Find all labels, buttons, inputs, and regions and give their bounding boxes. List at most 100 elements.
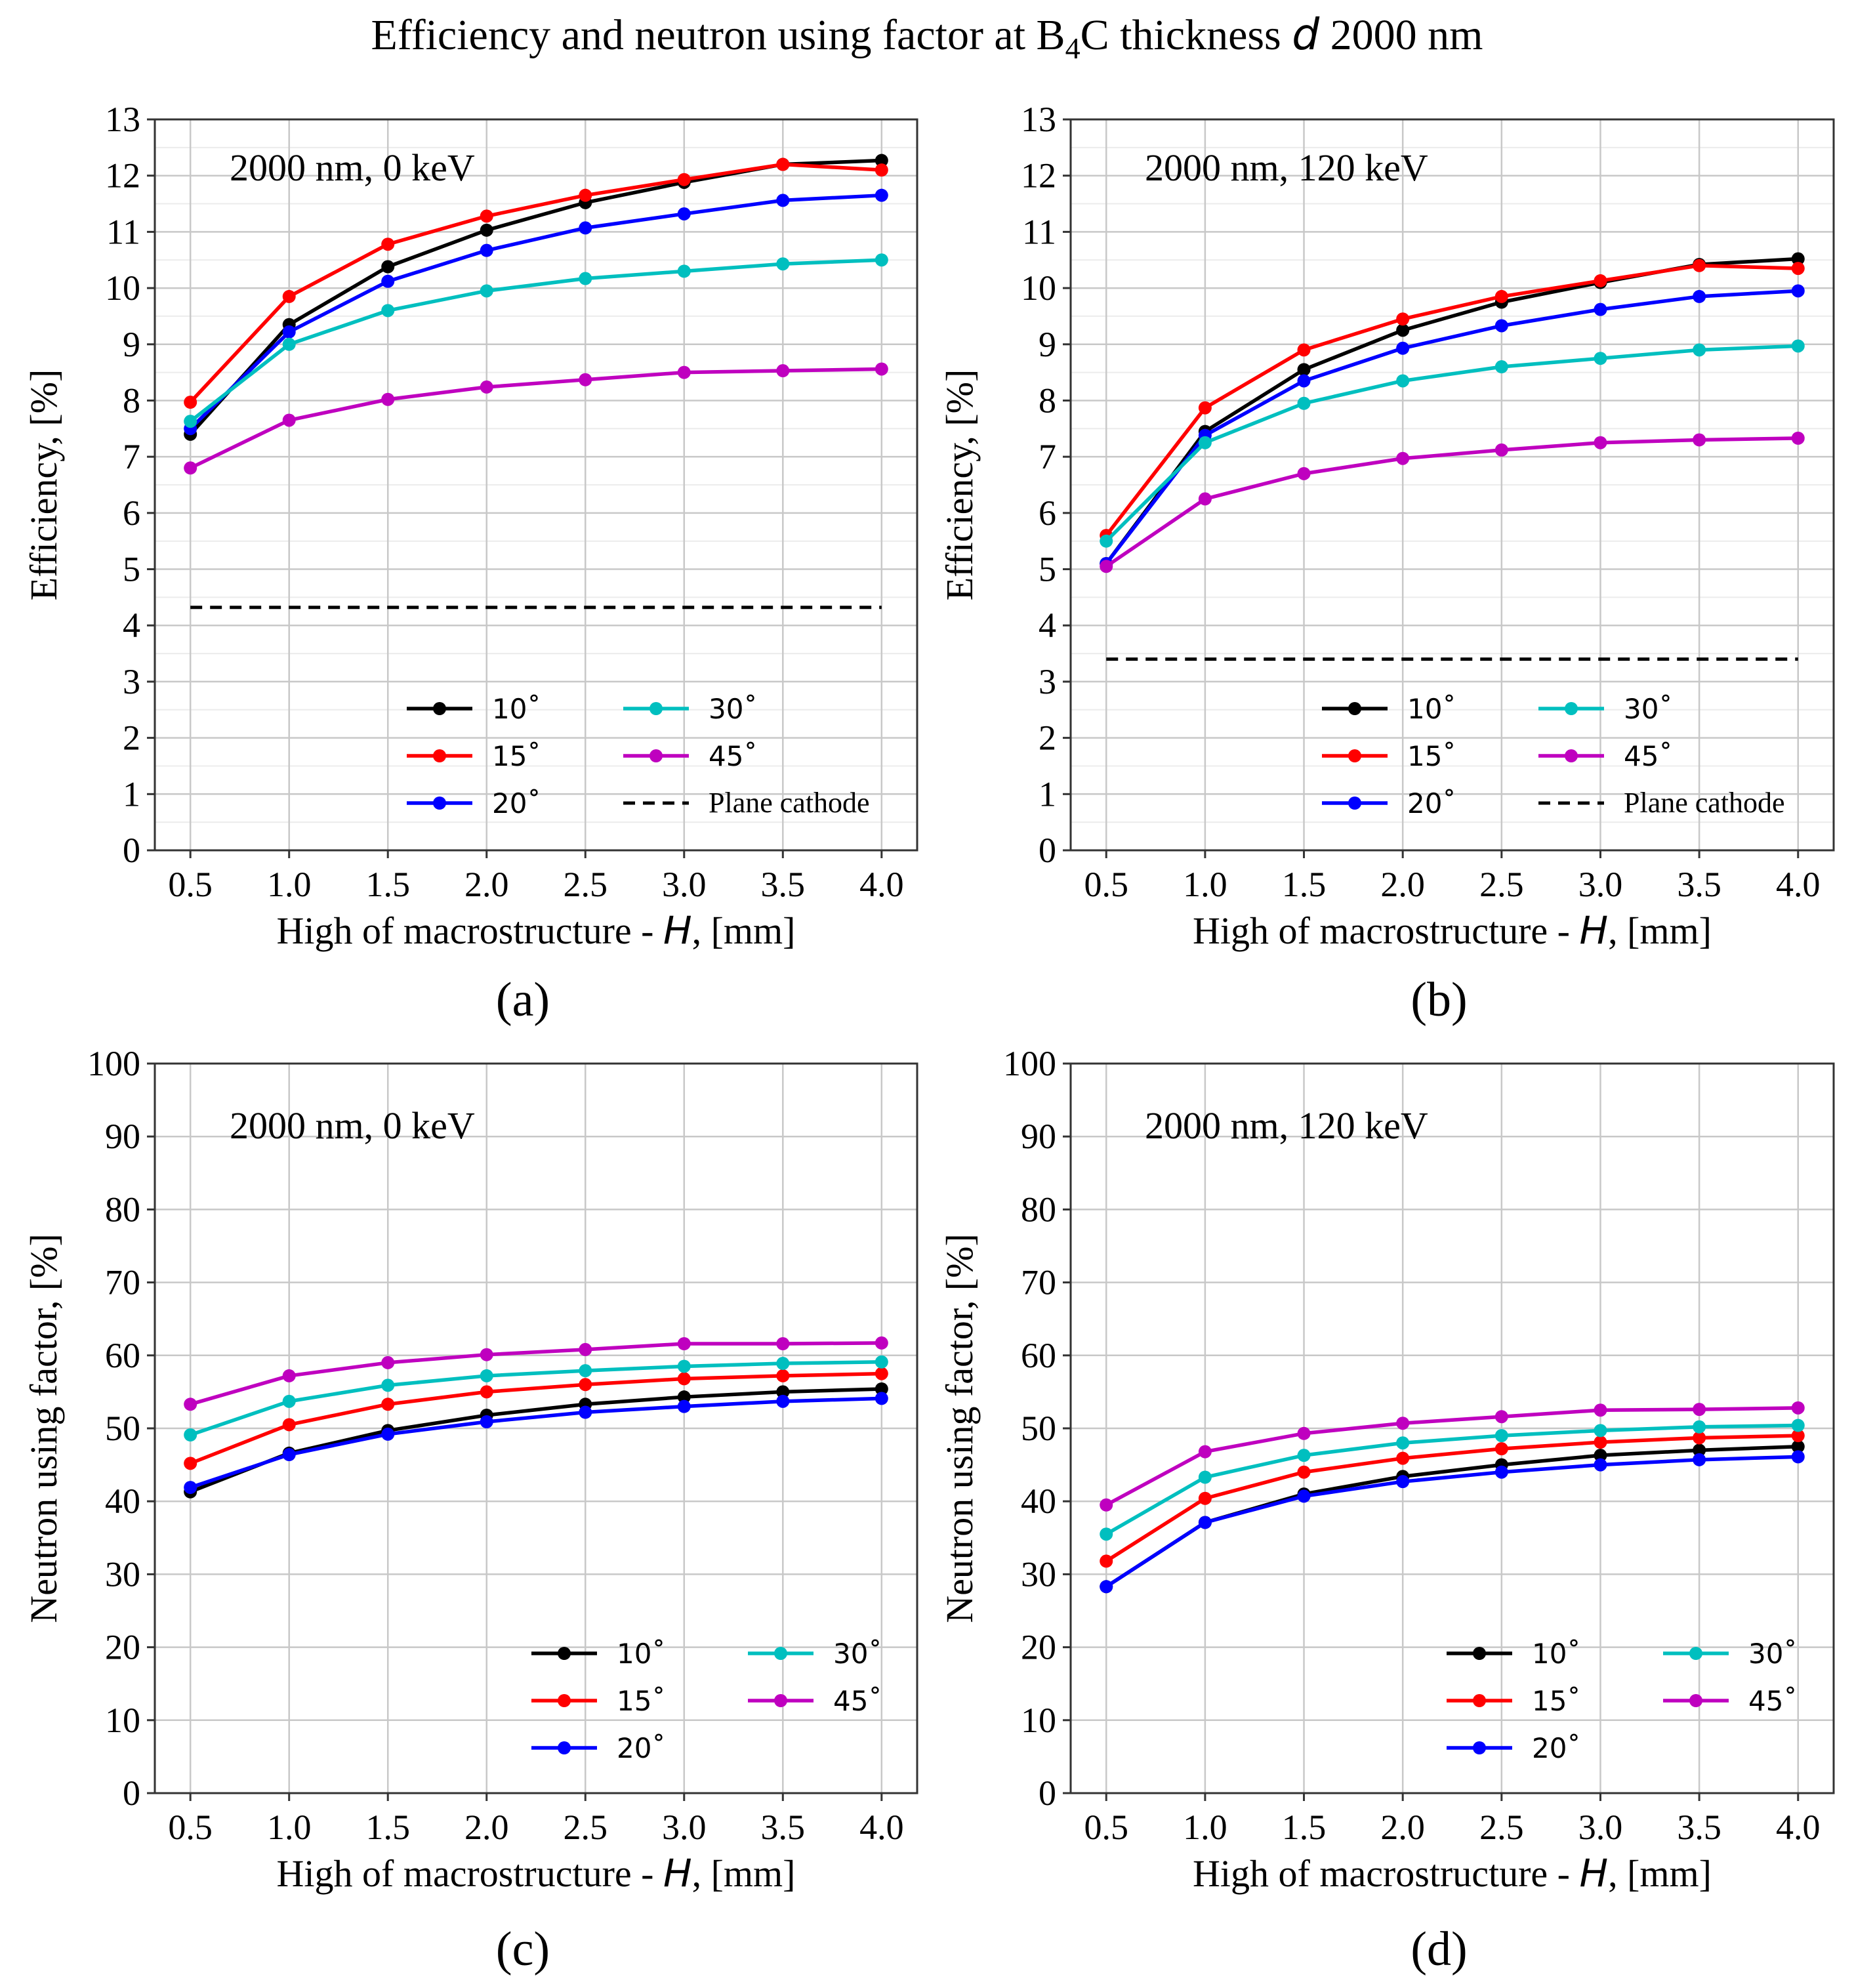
y-tick-label: 8: [1039, 381, 1056, 420]
data-point: [1100, 1554, 1113, 1568]
y-tick-label: 90: [1021, 1117, 1056, 1156]
data-point: [776, 257, 790, 271]
legend-marker-45: [1565, 749, 1578, 762]
panel-d: 0.5 1.0 1.5 2.0 2.5 3.0 3.5 4.0 0 10 20 30 40 50 60 70 8…: [938, 1044, 1835, 1976]
y-axis-label: Efficiency, [%]: [22, 369, 65, 601]
data-point: [875, 154, 888, 167]
data-point: [776, 1357, 790, 1371]
data-point: [1297, 396, 1311, 410]
y-tick-label: 10: [105, 1701, 140, 1740]
x-tick-label: 0.5: [168, 1808, 213, 1847]
data-point: [1693, 1403, 1706, 1417]
data-point: [381, 274, 395, 288]
data-point: [381, 392, 395, 406]
data-point: [480, 380, 493, 394]
data-point: [1297, 374, 1311, 388]
legend-label-30: 30˚: [1748, 1638, 1797, 1670]
series-line-15: [189, 162, 882, 404]
data-point: [677, 207, 691, 220]
data-point: [381, 238, 395, 251]
y-tick-label: 5: [123, 550, 140, 589]
series-line-30: [1105, 1423, 1798, 1536]
y-tick-label: 60: [105, 1336, 140, 1375]
y-tick-label: 80: [1021, 1190, 1056, 1229]
y-tick-label: 10: [1021, 1701, 1056, 1740]
y-tick-label: 40: [105, 1481, 140, 1521]
plot-frame: [1069, 118, 1835, 852]
data-point: [480, 1369, 493, 1382]
data-point: [480, 284, 493, 298]
panel-label: (d): [1411, 1922, 1467, 1976]
data-point: [1297, 466, 1311, 480]
x-tick-label: 3.0: [1578, 1808, 1623, 1847]
data-point: [1494, 360, 1508, 374]
series-line-15: [1105, 264, 1798, 537]
legend-label-10: 10˚: [1532, 1638, 1580, 1670]
legend-label-30: 30˚: [1624, 693, 1672, 725]
data-point: [579, 221, 592, 235]
data-point: [1396, 323, 1410, 337]
y-tick-label: 6: [1039, 493, 1056, 533]
data-point: [1396, 451, 1410, 465]
y-tick-label: 0: [1039, 831, 1056, 870]
y-tick-label: 12: [1021, 156, 1056, 196]
data-point: [1594, 436, 1607, 449]
series-30: [1100, 1419, 1805, 1541]
x-tick-label: 1.0: [1183, 1808, 1227, 1847]
data-point: [1791, 262, 1805, 276]
data-point: [776, 1385, 790, 1399]
legend-marker-20: [1348, 797, 1361, 810]
data-point: [875, 163, 888, 177]
legend-label-15: 15˚: [492, 740, 541, 772]
data-point: [1791, 1419, 1805, 1432]
panel-label: (b): [1411, 973, 1467, 1027]
y-axis-label: Neutron using factor, [%]: [22, 1233, 65, 1623]
y-tick-label: 60: [1021, 1336, 1056, 1375]
legend-marker-15: [1348, 749, 1361, 762]
x-tick-label: 2.0: [464, 1808, 509, 1847]
data-point: [1494, 289, 1508, 303]
legend-marker-45: [1689, 1694, 1702, 1707]
x-tick-label: 0.5: [168, 865, 213, 904]
data-point: [875, 1367, 888, 1380]
legend-marker-45: [649, 749, 663, 762]
data-point: [1494, 1465, 1508, 1479]
y-tick-label: 9: [1039, 325, 1056, 364]
data-point: [1594, 302, 1607, 316]
legend-label-45: 45˚: [709, 740, 757, 772]
data-point: [1594, 1436, 1607, 1449]
x-tick-label: 2.5: [564, 865, 608, 904]
x-tick-label: 3.5: [761, 865, 806, 904]
panel-annotation: 2000 nm, 0 keV: [230, 1104, 475, 1147]
series-45: [1100, 1401, 1805, 1512]
legend-label-10: 10˚: [1407, 693, 1456, 725]
data-point: [282, 337, 296, 351]
data-point: [282, 325, 296, 339]
data-point: [381, 260, 395, 274]
series-45: [184, 1336, 888, 1411]
panel-a: 0.5 1.0 1.5 2.0 2.5 3.0 3.5 4.00123456789101112…: [22, 100, 918, 1027]
data-point: [480, 223, 493, 237]
legend-marker-45: [774, 1694, 787, 1707]
x-tick-label: 2.0: [1380, 865, 1425, 904]
data-point: [184, 1428, 197, 1442]
data-point: [282, 413, 296, 427]
data-point: [1791, 1429, 1805, 1443]
data-point: [1198, 1516, 1212, 1529]
data-point: [1297, 1426, 1311, 1440]
data-point: [381, 1356, 395, 1369]
x-tick-label: 2.5: [1479, 1808, 1524, 1847]
x-tick-label: 2.0: [464, 865, 509, 904]
series-20: [1100, 1450, 1805, 1594]
y-tick-label: 13: [105, 100, 140, 139]
y-tick-label: 9: [123, 325, 140, 364]
data-point: [184, 461, 197, 475]
data-point: [1693, 289, 1706, 303]
legend-label-20: 20˚: [1407, 787, 1456, 819]
x-tick-label: 1.5: [365, 1808, 410, 1847]
y-axis-label: Efficiency, [%]: [938, 369, 981, 601]
y-tick-label: 11: [1022, 212, 1056, 251]
y-tick-label: 1: [123, 774, 140, 814]
series-line-20: [189, 193, 882, 430]
series-line-15: [1105, 1434, 1798, 1563]
